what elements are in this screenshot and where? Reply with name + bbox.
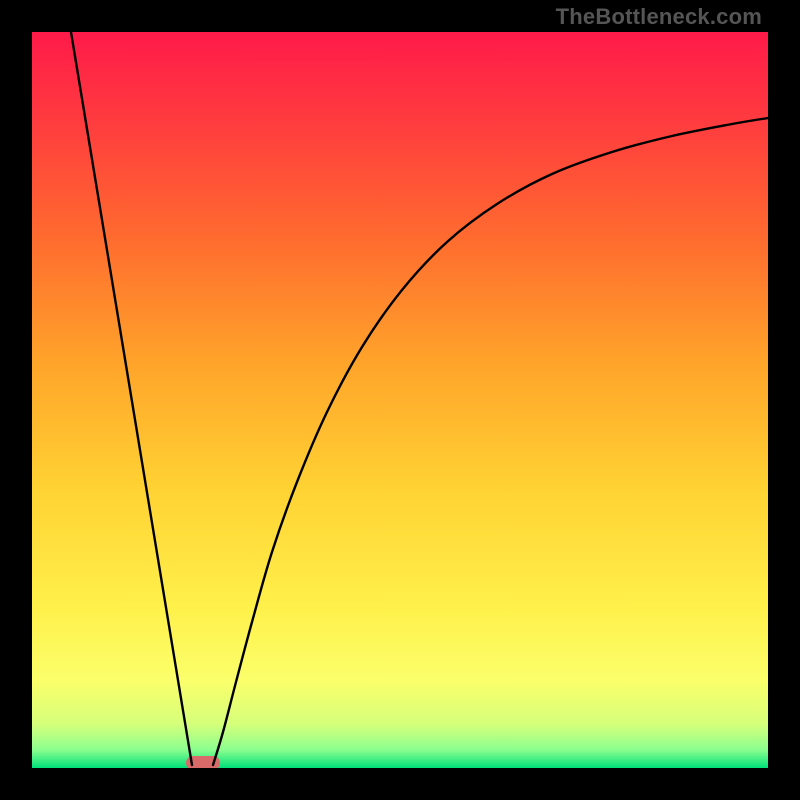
curve-left-segment — [71, 32, 192, 765]
chart-frame: TheBottleneck.com — [0, 0, 800, 800]
watermark-text: TheBottleneck.com — [556, 4, 762, 30]
curve-layer — [32, 32, 768, 768]
curve-right-segment — [213, 118, 768, 765]
plot-area — [32, 32, 768, 768]
